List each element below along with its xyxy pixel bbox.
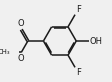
- Text: OH: OH: [90, 36, 103, 46]
- Text: O: O: [18, 54, 25, 63]
- Text: O: O: [18, 19, 25, 28]
- Text: F: F: [76, 5, 81, 14]
- Text: F: F: [76, 68, 81, 77]
- Text: CH₃: CH₃: [0, 49, 10, 55]
